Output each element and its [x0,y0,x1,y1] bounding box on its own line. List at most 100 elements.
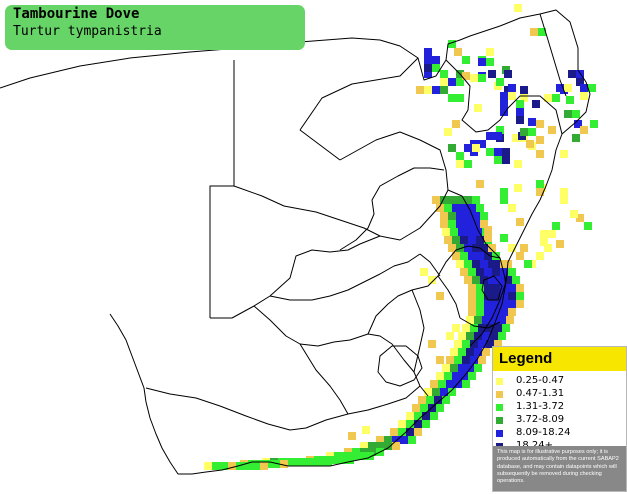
occurrence-cell [376,442,384,450]
legend-item: 1.31-3.72 [496,401,626,413]
occurrence-cell [468,372,476,380]
occurrence-cell [476,180,484,188]
occurrence-cell [512,276,520,284]
occurrence-cell [532,100,540,108]
occurrence-cell [424,56,432,64]
occurrence-cell [564,110,572,118]
occurrence-cell [470,340,478,348]
occurrence-cell [516,292,524,300]
occurrence-cell [520,94,528,102]
occurrence-cell [280,460,288,468]
occurrence-cell [430,412,438,420]
occurrence-cell [458,348,466,356]
occurrence-cell [456,244,464,252]
occurrence-cell [436,292,444,300]
occurrence-cell [464,144,472,152]
occurrence-cell [474,364,482,372]
occurrence-cell [484,226,492,234]
occurrence-cell [468,308,476,316]
occurrence-cell [362,426,370,434]
occurrence-cell [516,218,524,226]
occurrence-cell [462,56,470,64]
border-line [469,281,507,347]
occurrence-cell [478,140,486,148]
occurrence-cell [448,244,456,252]
occurrence-cell [502,324,510,332]
occurrence-cell [432,196,440,204]
occurrence-cell [490,316,498,324]
occurrence-cell [424,86,432,94]
border-line [539,13,567,97]
occurrence-cell [560,196,568,204]
occurrence-cell [560,188,568,196]
occurrence-cell [456,196,464,204]
border-line [233,185,449,241]
occurrence-cell [494,148,502,156]
occurrence-cell [444,204,452,212]
map-legend: Legend 0.25-0.47 0.47-1.31 1.31-3.72 3.72-8… [492,346,627,492]
occurrence-cell [466,316,474,324]
legend-disclaimer: This map is for illustrative purposes on… [493,446,626,491]
occurrence-cell [442,228,450,236]
occurrence-cell [286,458,294,466]
occurrence-cell [508,284,516,292]
border-line [339,167,445,251]
occurrence-cell [456,160,464,168]
occurrence-cell [294,458,302,466]
occurrence-cell [502,148,510,156]
occurrence-cell [462,356,470,364]
occurrence-cell [436,356,444,364]
occurrence-cell [588,84,596,92]
occurrence-cell [408,436,416,444]
occurrence-cell [486,324,494,332]
occurrence-cell [338,456,346,464]
occurrence-cell [456,260,464,268]
occurrence-cell [272,460,280,468]
legend-title: Legend [493,347,626,371]
occurrence-cell [346,456,354,464]
occurrence-cell [494,132,502,140]
occurrence-cell [252,462,260,470]
border-line [209,60,235,318]
occurrence-cell [348,432,356,440]
occurrence-cell [496,78,504,86]
occurrence-cell [468,284,476,292]
occurrence-cell [462,72,470,80]
occurrence-cell [536,120,544,128]
occurrence-cell [436,372,444,380]
occurrence-cell [580,126,588,134]
occurrence-cell [420,404,428,412]
occurrence-cell [496,126,504,134]
occurrence-cell [424,48,432,56]
occurrence-cell [482,316,490,324]
country-borders [0,9,591,475]
occurrence-cell [486,58,494,66]
border-line [269,253,421,301]
occurrence-cell [536,252,544,260]
occurrence-cell [446,356,454,364]
occurrence-cell [486,340,494,348]
occurrence-cell [564,84,572,92]
occurrence-cell [486,132,494,140]
border-line [253,305,429,397]
occurrence-cell [466,348,474,356]
occurrence-cell [464,220,472,228]
border-line [145,385,421,431]
occurrence-cell [488,70,496,78]
occurrence-cell [450,348,458,356]
occurrence-cell [468,268,476,276]
occurrence-cell [472,260,480,268]
occurrence-cell [560,150,568,158]
occurrence-cell [212,462,220,470]
occurrence-cell [514,160,522,168]
occurrence-cell [430,380,438,388]
occurrence-cell [484,268,492,276]
occurrence-cell [572,134,580,142]
occurrence-cell [508,308,516,316]
occurrence-cell [316,458,324,466]
border-line [459,317,501,329]
occurrence-cell [474,104,482,112]
occurrence-cell [474,332,482,340]
occurrence-cell [474,348,482,356]
occurrence-cell [308,458,316,466]
